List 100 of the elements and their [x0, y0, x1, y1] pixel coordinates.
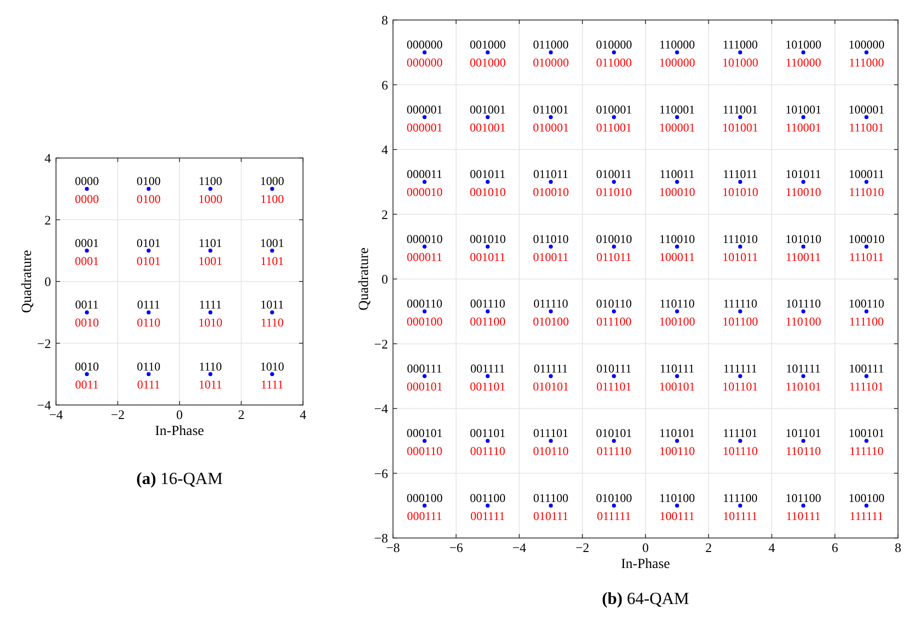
point	[270, 372, 274, 376]
annotation: 111010	[848, 185, 884, 200]
annotation: 101110	[786, 296, 821, 311]
annotation: 010101	[532, 379, 569, 394]
annotation: 011001	[533, 102, 569, 116]
annotation: 101101	[786, 426, 822, 440]
annotation: 011000	[533, 38, 569, 52]
annotation: 0100	[136, 174, 161, 188]
y-tick-label: −2	[374, 336, 388, 352]
annotation: 100011	[848, 167, 884, 182]
annotation: 110100	[786, 314, 822, 329]
annotation: 000011	[406, 167, 442, 182]
annotation: 000001	[406, 120, 443, 134]
annotation: 101000	[722, 56, 758, 70]
annotation: 010011	[533, 250, 569, 264]
annotation: 101111	[786, 361, 821, 376]
annotation: 1010	[260, 359, 284, 374]
annotation: 111110	[849, 444, 884, 458]
annotation: 1011	[198, 377, 222, 392]
annotation: 0100	[136, 192, 161, 206]
y-axis-title: Quadrature	[20, 250, 35, 313]
annotation: 001011	[470, 167, 506, 182]
annotation: 1110	[198, 359, 222, 374]
annotation: 110101	[659, 426, 695, 440]
point	[270, 310, 274, 314]
annotation: 0000	[74, 192, 99, 206]
annotation: 010010	[596, 232, 632, 246]
x-axis-title: In-Phase	[155, 424, 204, 439]
text: (b) 64-QAM	[602, 589, 690, 608]
x-tick-label: −4	[512, 540, 527, 555]
y-tick-label: 2	[44, 212, 51, 228]
annotation: 001010	[470, 185, 506, 200]
annotation: 010000	[532, 56, 569, 70]
annotation: 010100	[596, 490, 632, 505]
annotation: 111011	[849, 250, 884, 264]
annotation: 000100	[406, 314, 443, 329]
point	[84, 310, 89, 314]
annotation: 011110	[596, 444, 632, 458]
annotation: 1100	[198, 174, 222, 188]
annotation: 0110	[136, 316, 160, 330]
annotation: 011000	[596, 56, 632, 70]
annotation: 000101	[406, 426, 443, 440]
annotation: 000101	[406, 379, 443, 394]
annotation: 001100	[470, 314, 506, 329]
annotation: 1001	[260, 236, 284, 250]
annotation: 111101	[722, 426, 758, 440]
annotation: 100011	[659, 250, 695, 264]
annotation: 011101	[596, 379, 632, 394]
annotation: 001010	[470, 232, 506, 246]
annotation: 110110	[660, 296, 695, 311]
annotation: 000000	[406, 56, 443, 70]
annotation: 010110	[533, 444, 569, 458]
annotation: 011110	[533, 296, 568, 311]
annotation: 100000	[848, 38, 884, 52]
annotation: 001000	[470, 56, 506, 70]
annotation: 0011	[75, 298, 99, 312]
annotation: 100100	[848, 490, 884, 505]
annotation: 0101	[136, 254, 161, 268]
annotation: 100100	[659, 314, 696, 329]
x-tick-label: 4	[300, 407, 307, 422]
annotation: 111000	[848, 56, 884, 70]
annotation: 1111	[199, 298, 222, 312]
annotation: 011011	[533, 167, 568, 182]
annotation: 111000	[722, 38, 758, 52]
annotation: 011010	[596, 185, 632, 200]
annotation: 110000	[786, 56, 822, 70]
x-axis-title: In-Phase	[621, 557, 670, 572]
annotation: 101100	[786, 490, 822, 505]
annotation: 110111	[660, 361, 694, 376]
annotation: 001001	[470, 120, 506, 134]
annotation: 101000	[785, 38, 822, 52]
annotation: 110100	[659, 490, 695, 505]
annotation: 000000	[406, 38, 443, 52]
point	[270, 186, 274, 191]
annotation: 011011	[596, 250, 632, 264]
annotation: 101011	[722, 250, 758, 264]
annotation: 010010	[532, 185, 569, 200]
y-tick-label: 0	[44, 274, 51, 290]
annotation: 011111	[534, 361, 568, 376]
annotation: 0001	[74, 254, 99, 268]
x-tick-label: 4	[768, 540, 776, 555]
annotation: 100010	[848, 232, 884, 246]
annotation: 111100	[722, 490, 758, 505]
annotation: 000111	[407, 361, 442, 376]
x-tick-label: 6	[832, 540, 839, 555]
x-tick-label: −6	[449, 540, 464, 555]
annotation: 001110	[470, 444, 506, 458]
annotation: 1101	[260, 254, 284, 268]
annotation: 011001	[596, 120, 632, 134]
annotation: 010001	[532, 120, 569, 134]
annotation: 101100	[722, 314, 758, 329]
annotation: 010100	[532, 314, 569, 329]
annotation: 101111	[722, 508, 758, 523]
annotation: 101010	[785, 232, 822, 246]
annotation: 111101	[849, 379, 884, 394]
annotation: 000100	[406, 490, 443, 505]
annotation: 100101	[848, 426, 884, 440]
annotation: 0001	[74, 236, 99, 250]
annotation: 1111	[260, 377, 284, 392]
annotation: 001111	[470, 361, 506, 376]
